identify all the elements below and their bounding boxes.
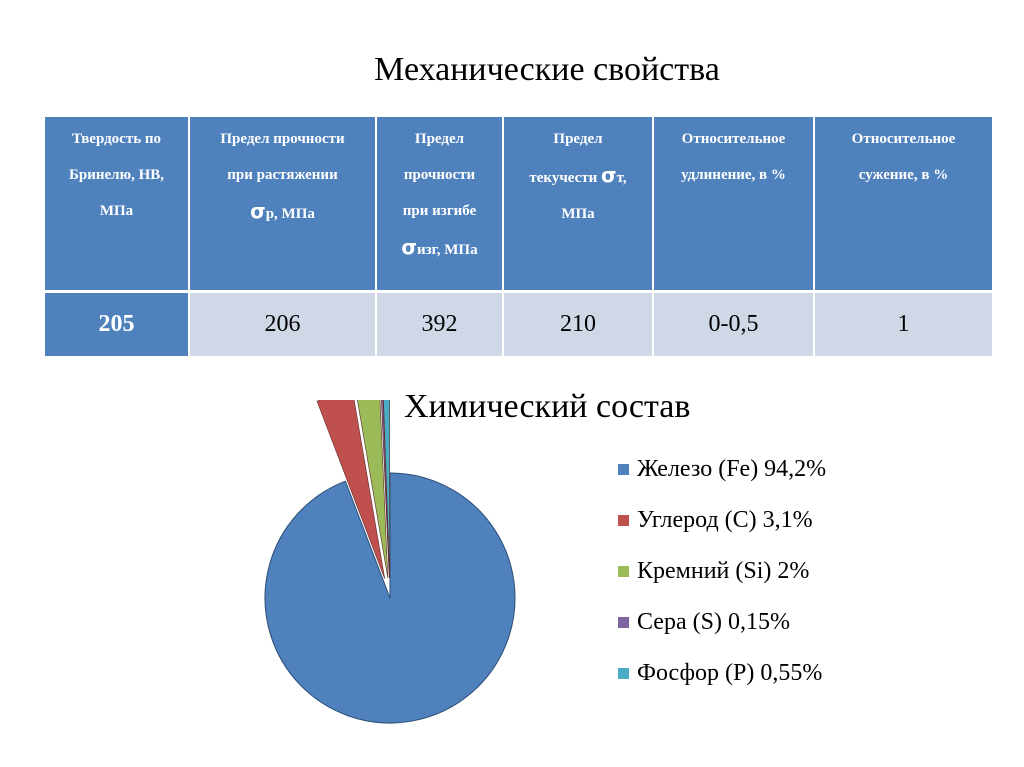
legend-swatch xyxy=(618,464,629,475)
mechanical-properties-title: Механические свойства xyxy=(374,51,720,88)
value-reduction: 1 xyxy=(815,293,992,356)
legend-swatch xyxy=(618,617,629,628)
sigma-symbol: σ xyxy=(250,199,266,223)
value-bending-strength: 392 xyxy=(377,293,502,356)
header-elongation: Относительное удлинение, в % xyxy=(654,117,813,293)
legend-item-sulfur: Сера (S) 0,15% xyxy=(618,597,826,648)
legend-swatch xyxy=(618,566,629,577)
header-yield-strength: Предел текучести σт, МПа xyxy=(504,117,652,293)
header-hardness: Твердость по Бринелю, НВ, МПа xyxy=(45,117,188,293)
pie-chart xyxy=(264,400,516,724)
value-yield-strength: 210 xyxy=(504,293,652,356)
slice-sulfur xyxy=(381,400,390,579)
chart-legend: Железо (Fe) 94,2% Углерод (C) 3,1% Кремн… xyxy=(618,444,826,699)
legend-item-carbon: Углерод (C) 3,1% xyxy=(618,495,826,546)
chemical-composition-title: Химический состав xyxy=(404,388,691,425)
header-tensile-strength: Предел прочности при растяжении σр, МПа xyxy=(190,117,375,293)
legend-swatch xyxy=(618,668,629,679)
slice-phosphorus xyxy=(383,400,390,579)
table-header-row: Твердость по Бринелю, НВ, МПа Предел про… xyxy=(45,117,992,293)
mechanical-properties-table: Твердость по Бринелю, НВ, МПа Предел про… xyxy=(43,117,994,356)
value-hardness: 205 xyxy=(45,293,188,356)
value-tensile-strength: 206 xyxy=(190,293,375,356)
header-reduction: Относительное сужение, в % xyxy=(815,117,992,293)
sigma-symbol: σ xyxy=(601,163,617,187)
legend-item-silicon: Кремний (Si) 2% xyxy=(618,546,826,597)
slice-iron xyxy=(264,472,516,724)
value-elongation: 0-0,5 xyxy=(654,293,813,356)
table-row: 205 206 392 210 0-0,5 1 xyxy=(45,293,992,356)
slice-carbon xyxy=(316,400,386,579)
legend-item-iron: Железо (Fe) 94,2% xyxy=(618,444,826,495)
legend-swatch xyxy=(618,515,629,526)
slice-silicon xyxy=(357,400,389,579)
sigma-symbol: σ xyxy=(401,235,417,259)
header-bending-strength: Предел прочности при изгибе σизг, МПа xyxy=(377,117,502,293)
legend-item-phosphorus: Фосфор (P) 0,55% xyxy=(618,648,826,699)
